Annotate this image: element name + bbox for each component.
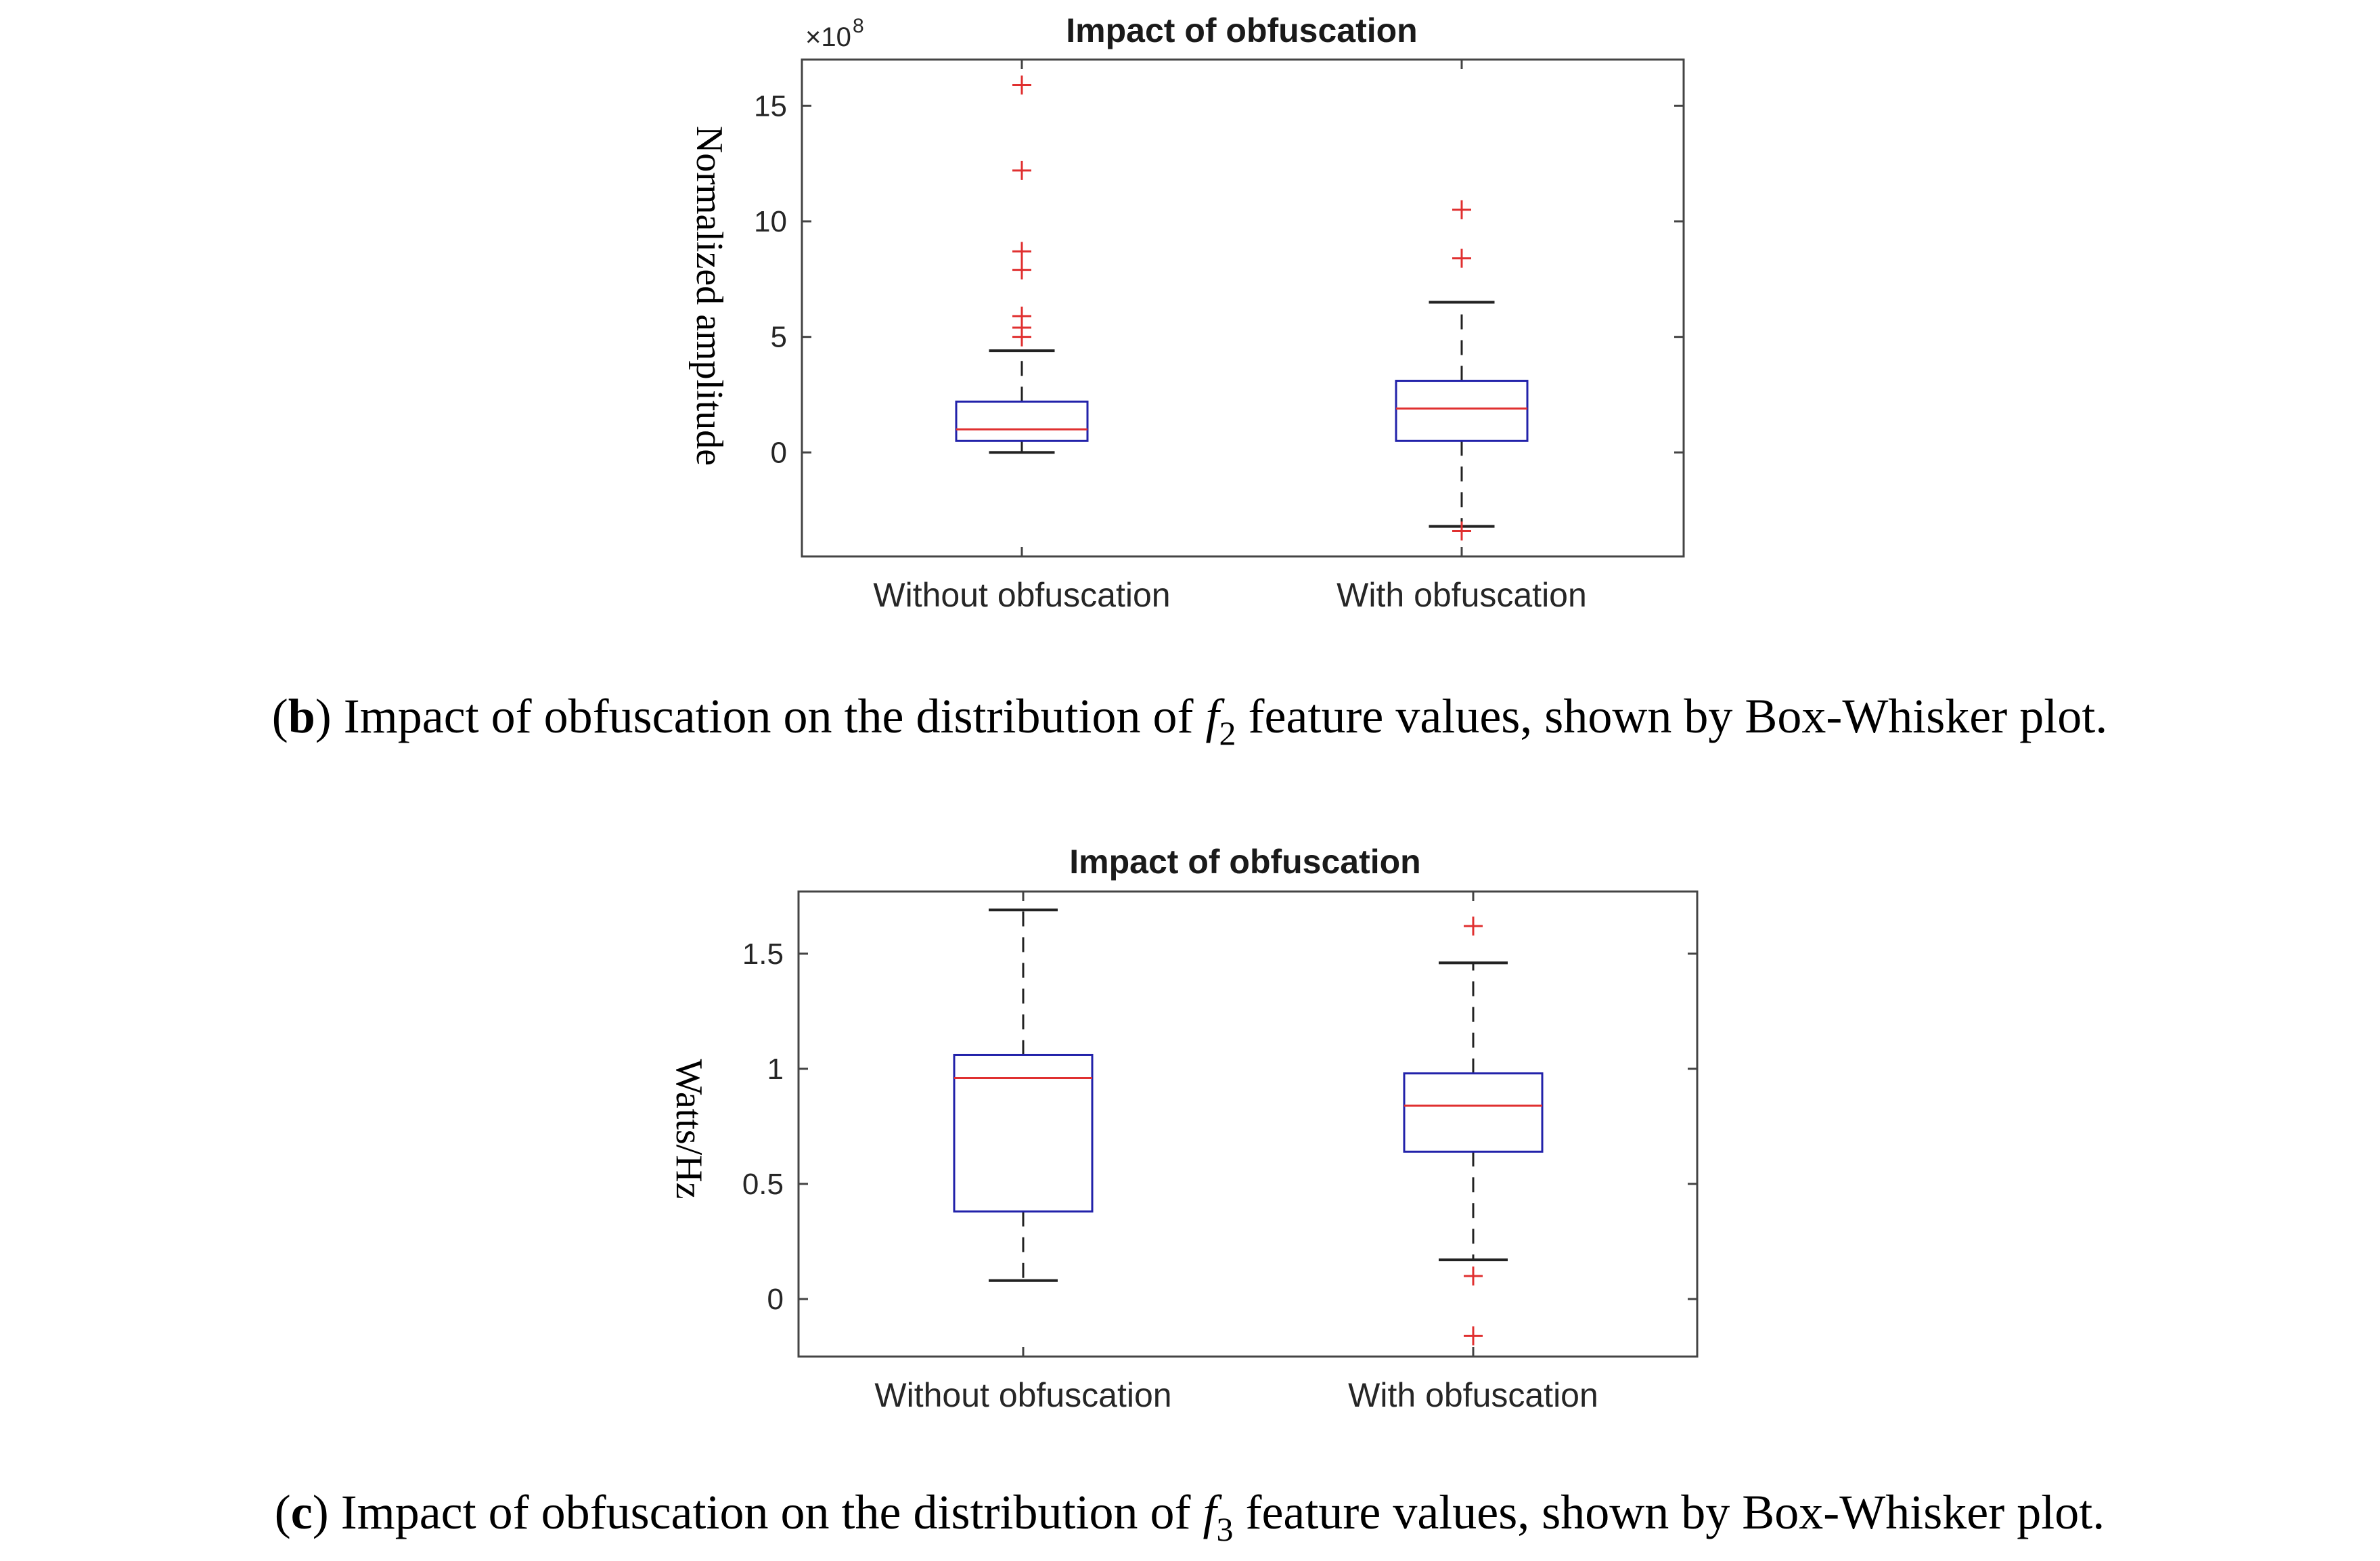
panel-b-outlier-1-2: [1452, 200, 1471, 219]
panel-c-caption-subscript: 3: [1217, 1510, 1234, 1548]
panel-b-box-0: [955, 400, 1089, 442]
panel-b-category-label-1: With obfuscation: [1337, 576, 1587, 614]
panel-b-axes-box: [801, 58, 1685, 558]
panel-b-outlier-0-3: [1012, 260, 1031, 280]
panel-c-caption-text-end: feature values, shown by Box-Whisker plo…: [1234, 1485, 2105, 1539]
panel-c-y-tick-label-3: 1.5: [742, 938, 784, 971]
panel-c-title: Impact of obfuscation: [1069, 843, 1420, 881]
panel-c-y-tick-label-0: 0: [767, 1283, 784, 1316]
panel-b-y-exponent-base: ×10: [805, 22, 851, 52]
panel-b-outlier-0-5: [1012, 160, 1031, 180]
panel-b-outlier-0-4: [1012, 242, 1031, 261]
panel-b-outlier-1-0: [1452, 521, 1471, 541]
panel-c-box-1: [1403, 1072, 1544, 1153]
panel-b-category-label-0: Without obfuscation: [873, 576, 1170, 614]
panel-b-caption-text-end: feature values, shown by Box-Whisker plo…: [1236, 689, 2108, 743]
panel-c-y-axis-label: Watts/Hz: [668, 1059, 710, 1200]
panel-b-caption-text: ) Impact of obfuscation on the distribut…: [315, 689, 1206, 743]
panel-b-y-axis-label: Normalized amplitude: [688, 126, 730, 466]
panel-b-y-tick-label-3: 15: [754, 89, 787, 123]
panel-c-axes-box: [797, 890, 1699, 1358]
panel-b-chart: Impact of obfuscation ×10 8 Normalized a…: [272, 12, 2107, 752]
panel-c-y-tick-label-1: 0.5: [742, 1168, 784, 1201]
panel-c-category-label-1: With obfuscation: [1348, 1376, 1598, 1414]
panel-b-outlier-1-1: [1452, 248, 1471, 268]
panel-c-box-0: [953, 1053, 1094, 1213]
panel-c-category-label-0: Without obfuscation: [874, 1376, 1171, 1414]
panel-b-y-tick-label-1: 5: [771, 321, 787, 354]
panel-c-outlier-1-1: [1464, 1266, 1483, 1285]
panel-b-caption-subscript: 2: [1219, 714, 1236, 752]
panel-b-caption: (b) Impact of obfuscation on the distrib…: [272, 689, 2107, 752]
panel-b-outlier-0-2: [1012, 306, 1031, 326]
panel-b-y-exponent-power: 8: [853, 15, 864, 37]
panel-b-caption-letter: b: [288, 689, 315, 743]
panel-c-chart: Impact of obfuscation Watts/Hz 00.511.5 …: [275, 843, 2105, 1548]
panel-b-title: Impact of obfuscation: [1066, 12, 1417, 49]
panel-c-caption-letter: c: [291, 1485, 313, 1539]
panel-c-caption-text: ) Impact of obfuscation on the distribut…: [313, 1485, 1203, 1539]
panel-c-outlier-1-0: [1464, 1326, 1483, 1346]
panel-b-y-tick-label-0: 0: [771, 436, 787, 469]
panel-b-box-1: [1395, 380, 1529, 442]
panel-c-y-tick-label-2: 1: [767, 1053, 784, 1086]
panel-c-plot-area: 0 0.5 1 1.5: [742, 890, 1699, 1358]
panel-b-plot-area: 0 5 10 15: [754, 58, 1685, 558]
panel-b-y-tick-label-2: 10: [754, 205, 787, 238]
panel-c-caption: (c) Impact of obfuscation on the distrib…: [275, 1485, 2105, 1548]
panel-b-outlier-0-6: [1012, 75, 1031, 95]
panel-c-outlier-1-2: [1464, 917, 1483, 936]
